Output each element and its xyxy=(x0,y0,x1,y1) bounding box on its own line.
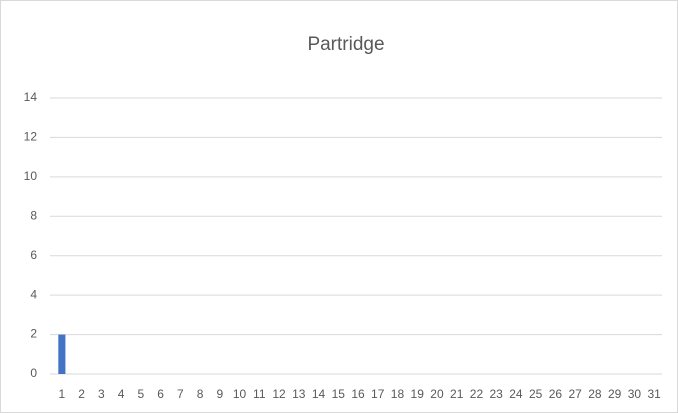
y-tick-label: 2 xyxy=(30,327,37,341)
x-tick-label: 21 xyxy=(450,387,464,401)
x-tick-label: 2 xyxy=(78,387,85,401)
x-tick-label: 15 xyxy=(332,387,346,401)
x-tick-label: 9 xyxy=(216,387,223,401)
y-tick-label: 12 xyxy=(24,130,38,144)
x-tick-label: 1 xyxy=(59,387,66,401)
x-tick-label: 3 xyxy=(98,387,105,401)
x-tick-label: 29 xyxy=(608,387,622,401)
x-tick-label: 16 xyxy=(351,387,365,401)
x-tick-label: 23 xyxy=(490,387,504,401)
y-tick-label: 8 xyxy=(30,208,37,222)
x-tick-label: 10 xyxy=(233,387,247,401)
x-tick-label: 19 xyxy=(411,387,425,401)
x-tick-label: 30 xyxy=(628,387,642,401)
x-tick-label: 28 xyxy=(588,387,602,401)
y-tick-label: 14 xyxy=(24,90,38,104)
x-tick-label: 18 xyxy=(391,387,405,401)
x-tick-label: 5 xyxy=(137,387,144,401)
x-tick-label: 25 xyxy=(529,387,543,401)
x-tick-label: 26 xyxy=(549,387,563,401)
x-tick-label: 7 xyxy=(177,387,184,401)
bar xyxy=(58,334,66,374)
chart-title: Partridge xyxy=(307,34,384,55)
x-tick-label: 22 xyxy=(470,387,484,401)
x-tick-label: 14 xyxy=(312,387,326,401)
y-tick-label: 4 xyxy=(30,287,37,301)
x-tick-label: 11 xyxy=(253,387,266,401)
y-tick-label: 10 xyxy=(24,169,38,183)
x-tick-label: 12 xyxy=(272,387,286,401)
y-tick-label: 6 xyxy=(30,248,37,262)
x-tick-label: 8 xyxy=(197,387,204,401)
x-tick-label: 4 xyxy=(118,387,125,401)
x-tick-label: 31 xyxy=(647,387,661,401)
x-tick-label: 17 xyxy=(371,387,385,401)
y-tick-label: 0 xyxy=(30,366,37,380)
x-tick-label: 6 xyxy=(157,387,164,401)
x-tick-label: 24 xyxy=(509,387,523,401)
x-tick-label: 13 xyxy=(292,387,306,401)
x-tick-label: 27 xyxy=(568,387,582,401)
x-tick-label: 20 xyxy=(430,387,444,401)
